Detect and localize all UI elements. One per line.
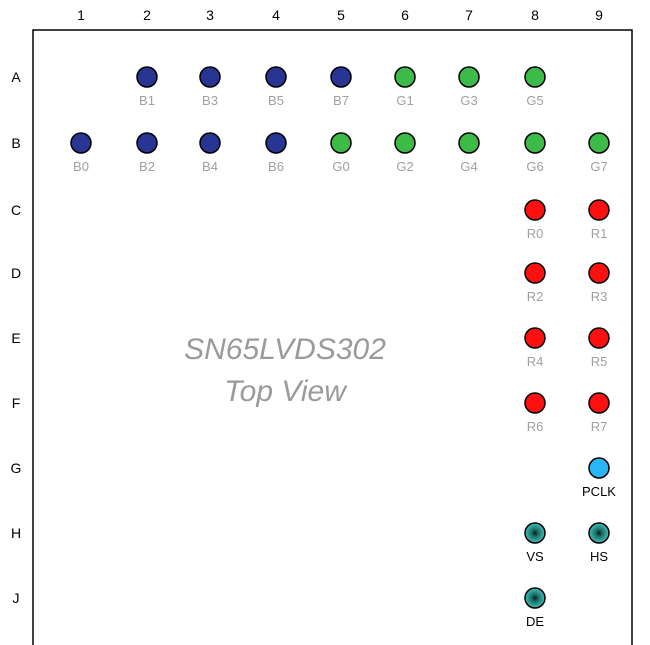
pin-label-r5: R5 <box>591 354 608 369</box>
pin-b7 <box>330 66 352 88</box>
pin-r3 <box>588 262 610 284</box>
pin-b0 <box>70 132 92 154</box>
pin-label-vs: VS <box>526 549 544 564</box>
row-label-c: C <box>11 202 21 218</box>
pin-r6 <box>524 392 546 414</box>
pin-label-r7: R7 <box>591 419 608 434</box>
row-label-d: D <box>11 265 21 281</box>
pin-b3 <box>199 66 221 88</box>
pin-label-g5: G5 <box>526 93 543 108</box>
pin-label-b0: B0 <box>73 159 89 174</box>
pin-vs <box>524 522 546 544</box>
pin-b1 <box>136 66 158 88</box>
pin-grid: B1 B3 B5 B7 G1 G3 G5 B0 B2 B4 B6 G0 G2 G4 G6 G7 R0 R1 R2 R3… <box>70 66 616 629</box>
pin-g7 <box>588 132 610 154</box>
pin-label-b7: B7 <box>333 93 349 108</box>
pin-g2 <box>394 132 416 154</box>
pin-g3 <box>458 66 480 88</box>
pin-b5 <box>265 66 287 88</box>
chip-view-label: Top View <box>224 375 348 408</box>
pin-hs <box>588 522 610 544</box>
column-label-7: 7 <box>465 7 473 23</box>
column-label-6: 6 <box>401 7 409 23</box>
pin-label-g7: G7 <box>590 159 607 174</box>
pin-g5 <box>524 66 546 88</box>
pin-label-g6: G6 <box>526 159 543 174</box>
pin-g0 <box>330 132 352 154</box>
pin-label-r3: R3 <box>591 289 608 304</box>
pin-b6 <box>265 132 287 154</box>
pin-b2 <box>136 132 158 154</box>
package-outline <box>32 29 633 645</box>
column-label-9: 9 <box>595 7 603 23</box>
pin-r5 <box>588 327 610 349</box>
pin-label-g4: G4 <box>460 159 477 174</box>
chip-title: SN65LVDS302 <box>184 333 386 366</box>
row-label-b: B <box>11 135 20 151</box>
row-label-a: A <box>11 69 21 85</box>
pin-label-b2: B2 <box>139 159 155 174</box>
pin-label-b6: B6 <box>268 159 284 174</box>
pin-label-r0: R0 <box>527 226 544 241</box>
column-label-1: 1 <box>77 7 85 23</box>
pin-label-hs: HS <box>590 549 608 564</box>
pin-g1 <box>394 66 416 88</box>
pin-label-pclk: PCLK <box>582 484 616 499</box>
pin-r4 <box>524 327 546 349</box>
column-label-8: 8 <box>531 7 539 23</box>
pin-label-de: DE <box>526 614 544 629</box>
column-label-5: 5 <box>337 7 345 23</box>
pin-g4 <box>458 132 480 154</box>
pin-label-b1: B1 <box>139 93 155 108</box>
column-label-4: 4 <box>272 7 280 23</box>
row-label-f: F <box>12 395 21 411</box>
column-labels: 1 2 3 4 5 6 7 8 9 <box>77 7 603 23</box>
pin-label-b3: B3 <box>202 93 218 108</box>
pin-r0 <box>524 199 546 221</box>
row-labels: A B C D E F G H J <box>11 69 22 606</box>
pin-label-g0: G0 <box>332 159 349 174</box>
pin-label-r1: R1 <box>591 226 608 241</box>
pin-label-g2: G2 <box>396 159 413 174</box>
column-label-3: 3 <box>206 7 214 23</box>
pin-r2 <box>524 262 546 284</box>
row-label-g: G <box>11 460 22 476</box>
pin-label-r6: R6 <box>527 419 544 434</box>
pin-de <box>524 587 546 609</box>
row-label-j: J <box>13 590 20 606</box>
pin-label-r2: R2 <box>527 289 544 304</box>
pin-label-b4: B4 <box>202 159 218 174</box>
pin-b4 <box>199 132 221 154</box>
pin-label-r4: R4 <box>527 354 544 369</box>
row-label-e: E <box>11 330 20 346</box>
pin-label-g1: G1 <box>396 93 413 108</box>
pin-label-b5: B5 <box>268 93 284 108</box>
pin-r1 <box>588 199 610 221</box>
pin-g6 <box>524 132 546 154</box>
pin-label-g3: G3 <box>460 93 477 108</box>
pin-r7 <box>588 392 610 414</box>
pin-pclk <box>588 457 610 479</box>
column-label-2: 2 <box>143 7 151 23</box>
row-label-h: H <box>11 525 21 541</box>
